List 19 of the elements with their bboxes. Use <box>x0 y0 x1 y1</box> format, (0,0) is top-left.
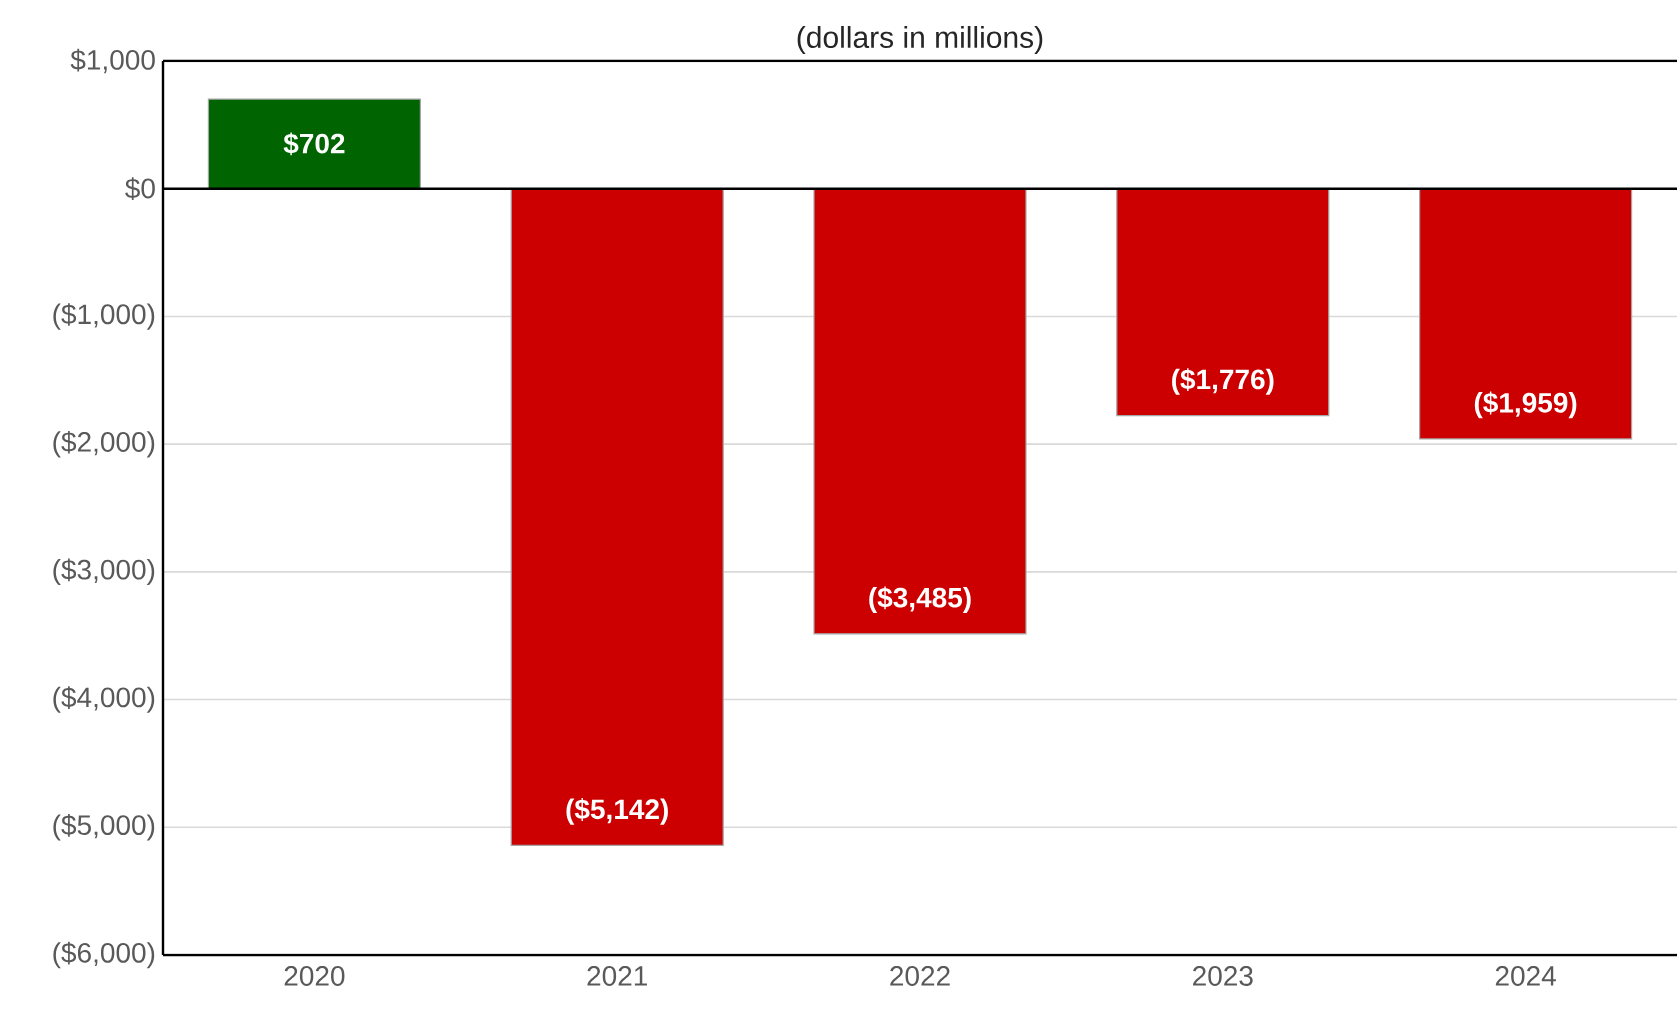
data-label: ($1,776) <box>1172 368 1274 395</box>
data-label: ($1,959) <box>1474 391 1577 419</box>
x-tick-label: 2022 <box>890 966 950 986</box>
y-tick-label: ($1,000) <box>53 303 155 330</box>
y-tick-label: $0 <box>125 177 155 201</box>
chart-title: (dollars in millions) <box>797 25 1043 54</box>
data-label: $702 <box>283 132 345 156</box>
y-tick-label: ($4,000) <box>53 686 155 713</box>
x-tick-label: 2023 <box>1193 966 1253 986</box>
x-tick-label: 2021 <box>587 966 647 986</box>
x-tick-label: 2020 <box>284 966 345 986</box>
y-tick-label: $1,000 <box>70 48 155 74</box>
y-tick-label: ($5,000) <box>53 814 155 841</box>
y-tick-label: ($3,000) <box>53 558 155 586</box>
y-tick-label: ($2,000) <box>53 430 155 458</box>
x-tick-label: 2024 <box>1495 966 1556 986</box>
data-label: ($5,142) <box>566 798 668 825</box>
data-label: ($3,485) <box>869 586 971 614</box>
y-tick-label: ($6,000) <box>53 941 155 969</box>
